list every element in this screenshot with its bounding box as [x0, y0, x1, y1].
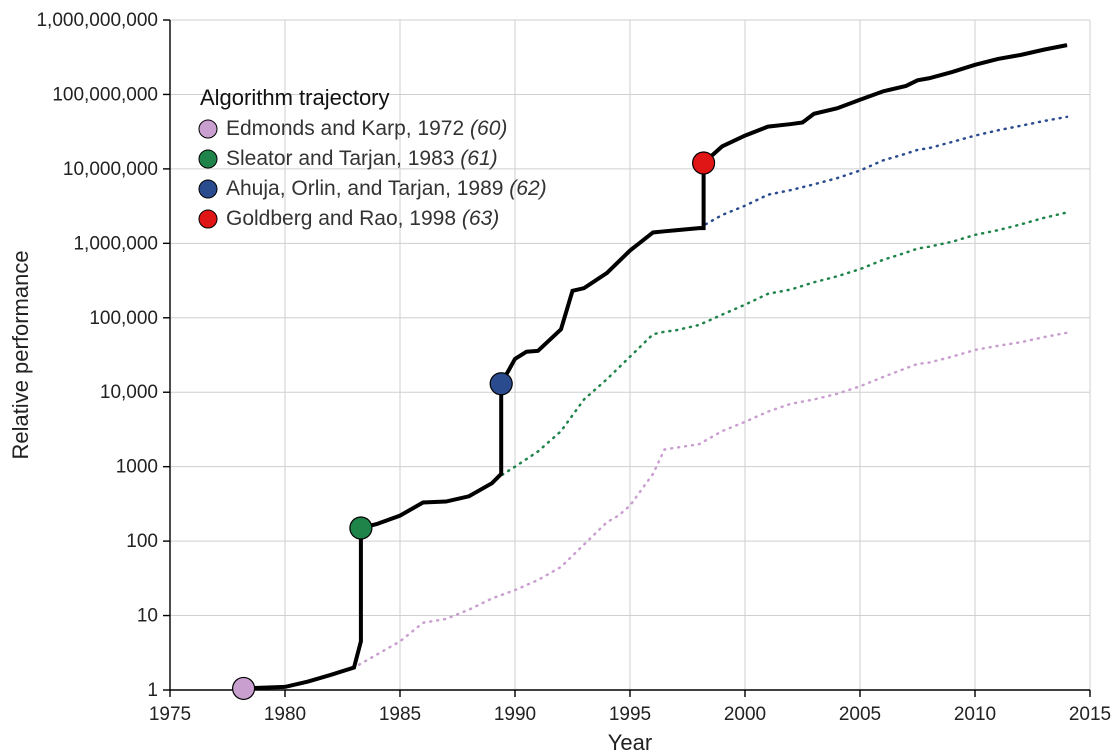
legend-label: Ahuja, Orlin, and Tarjan, 1989 (62): [226, 177, 547, 200]
edmonds-karp-1972-marker: [233, 677, 255, 699]
y-tick-label: 1,000,000,000: [36, 10, 158, 31]
legend-marker: [199, 150, 217, 168]
chart-svg: 1975 1980 1985 1990 1995 2000 2005 2010 2015 1 10 1…: [0, 0, 1112, 752]
ahuja-orlin-tarjan-1989-marker: [490, 373, 512, 395]
goldberg-rao-trajectory: [704, 45, 1067, 163]
sleator-tarjan-trajectory: [361, 212, 1067, 528]
legend-marker: [199, 120, 217, 138]
legend-title: Algorithm trajectory: [200, 85, 390, 110]
x-tick-label: 1990: [494, 704, 536, 725]
legend: Algorithm trajectory Edmonds and Karp, 19…: [199, 85, 547, 230]
y-tick-label: 1000: [116, 457, 158, 478]
edmonds-karp-trajectory: [244, 333, 1067, 689]
legend-label: Goldberg and Rao, 1998 (63): [226, 207, 499, 230]
y-tick-label: 1,000,000: [73, 233, 158, 254]
y-tick-label: 10,000,000: [63, 159, 158, 180]
x-tick-label: 2000: [724, 704, 766, 725]
y-tick-label: 10,000: [100, 382, 158, 403]
x-tick-label: 2005: [839, 704, 881, 725]
x-tick-label: 1975: [149, 704, 191, 725]
goldberg-rao-1998-marker: [693, 152, 715, 174]
y-tick-label: 10: [137, 606, 158, 627]
x-tick-label: 1980: [264, 704, 306, 725]
x-axis-label: Year: [608, 730, 652, 752]
y-tick-label: 100: [126, 531, 158, 552]
sleator-tarjan-1983-marker: [350, 517, 372, 539]
x-tick-label: 2015: [1069, 704, 1111, 725]
legend-label: Sleator and Tarjan, 1983 (61): [226, 147, 498, 170]
y-tick-label: 100,000,000: [52, 84, 158, 105]
x-tick-label: 1995: [609, 704, 651, 725]
y-tick-label: 100,000: [89, 308, 158, 329]
x-tick-label: 2010: [954, 704, 996, 725]
y-tick-label: 1: [147, 680, 158, 701]
algorithm-trajectory-chart: 1975 1980 1985 1990 1995 2000 2005 2010 2015 1 10 1…: [0, 0, 1112, 752]
ahuja-orlin-tarjan-trajectory: [501, 117, 1067, 384]
best-available-step: [244, 45, 1067, 688]
legend-label: Edmonds and Karp, 1972 (60): [226, 117, 507, 140]
y-axis-label: Relative performance: [8, 250, 33, 459]
legend-marker: [199, 180, 217, 198]
x-tick-label: 1985: [379, 704, 421, 725]
legend-marker: [199, 210, 217, 228]
